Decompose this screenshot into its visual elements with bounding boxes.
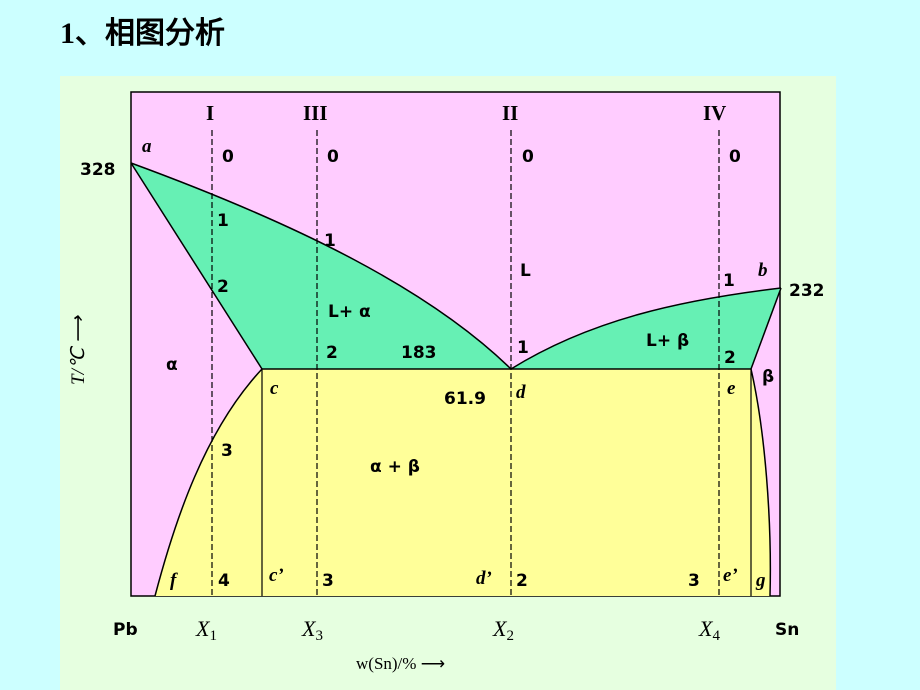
temp-eutectic: 183 — [401, 343, 437, 363]
alloy-iii-step-1: 1 — [324, 231, 336, 251]
solidus-right — [750, 287, 782, 370]
alloy-i-step-1: 1 — [217, 211, 229, 231]
point-e-prime: e’ — [723, 565, 738, 586]
alloy-iii-step-3: 3 — [322, 571, 334, 591]
phase-beta: β — [762, 367, 774, 387]
alloy-i-step-2: 2 — [217, 277, 229, 297]
alloy-iv-step-0: 0 — [729, 147, 741, 167]
phase-liquid: L — [520, 261, 531, 281]
y-axis-label: T/℃ ⟶ — [68, 315, 89, 385]
x-label-x3: X3 — [301, 616, 323, 644]
x-axis-label: w(Sn)/% ⟶ — [356, 654, 445, 673]
point-a: a — [142, 136, 152, 157]
solvus-left — [154, 368, 263, 597]
point-g: g — [755, 570, 766, 591]
liquidus-right — [510, 287, 782, 370]
point-d: d — [516, 382, 526, 403]
point-b: b — [758, 260, 768, 281]
phase-alpha-beta: α + β — [370, 457, 420, 477]
alloy-iii-step-0: 0 — [327, 147, 339, 167]
alloy-i-step-4: 4 — [218, 571, 230, 591]
x-right-end: Sn — [775, 620, 799, 640]
x-label-x1: X1 — [195, 616, 217, 644]
alloy-label-i: I — [206, 101, 214, 125]
temp-sn-melt: 232 — [789, 281, 825, 301]
solidus-left — [130, 162, 263, 370]
temp-pb-melt: 328 — [80, 160, 116, 180]
liquidus-left — [130, 162, 512, 370]
phase-l-beta: L+ β — [646, 331, 689, 351]
eutectic-two-phase-region — [155, 369, 771, 596]
point-c-prime: c’ — [269, 565, 284, 586]
solvus-right — [750, 368, 772, 597]
phase-l-alpha: L+ α — [328, 302, 371, 322]
alloy-iv-step-1: 1 — [723, 271, 735, 291]
l-alpha-region — [131, 163, 511, 369]
point-f: f — [170, 570, 178, 591]
alloy-i-step-3: 3 — [221, 441, 233, 461]
phase-alpha: α — [166, 355, 178, 375]
x-label-x2: X2 — [492, 616, 514, 644]
point-d-prime: d’ — [476, 568, 492, 589]
alloy-ii-step-2: 2 — [516, 571, 528, 591]
x-label-x4: X4 — [698, 616, 720, 644]
alloy-ii-step-0: 0 — [522, 147, 534, 167]
alloy-label-ii: II — [502, 101, 518, 125]
alloy-label-iii: III — [303, 101, 328, 125]
alloy-i-step-0: 0 — [222, 147, 234, 167]
x-left-end: Pb — [113, 620, 138, 640]
alloy-ii-step-1: 1 — [517, 338, 529, 358]
alloy-iii-step-2: 2 — [326, 343, 338, 363]
l-beta-region — [511, 288, 781, 369]
alloy-iv-step-2: 2 — [724, 348, 736, 368]
alloy-label-iv: IV — [703, 101, 726, 125]
point-c: c — [270, 378, 279, 399]
slide-title: 1、相图分析 — [60, 17, 225, 50]
alloy-iv-step-3: 3 — [688, 571, 700, 591]
point-e: e — [727, 378, 736, 399]
eutectic-composition: 61.9 — [444, 389, 486, 409]
